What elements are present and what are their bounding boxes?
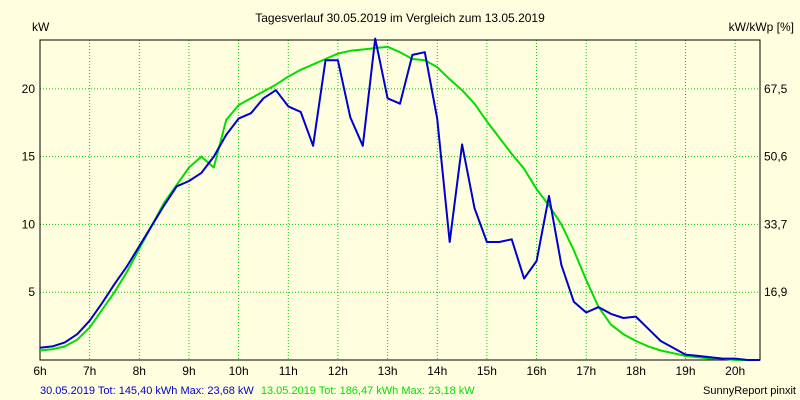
y-tick-label-left: 5 <box>28 285 35 299</box>
x-tick-label: 10h <box>229 364 249 378</box>
x-tick-label: 8h <box>133 364 146 378</box>
x-tick-label: 9h <box>182 364 195 378</box>
legend-series-2-text: 13.05.2019 Tot: 186,47 kWh Max: 23,18 kW <box>261 385 475 397</box>
x-tick-label: 20h <box>725 364 745 378</box>
y-tick-label-right: 33,7 <box>764 217 788 231</box>
x-tick-label: 17h <box>576 364 596 378</box>
y-tick-label-right: 50,6 <box>764 150 788 164</box>
series-lines <box>39 37 760 361</box>
x-tick-label: 11h <box>279 364 298 378</box>
x-tick-label: 18h <box>626 364 646 378</box>
credit-text: SunnyReport pinxit <box>703 385 796 397</box>
grid-lines <box>40 40 760 360</box>
x-tick-label: 13h <box>378 364 398 378</box>
legend-series-1-text: 30.05.2019 Tot: 145,40 kWh Max: 23,68 kW <box>40 385 254 397</box>
legend-series-1: 30.05.2019 Tot: 145,40 kWh Max: 23,68 kW… <box>40 385 475 397</box>
plot-area-frame <box>39 39 761 361</box>
x-tick-label: 12h <box>328 364 348 378</box>
left-axis-unit: kW <box>32 20 50 34</box>
x-tick-label: 15h <box>477 364 497 378</box>
x-tick-label: 7h <box>83 364 96 378</box>
x-tick-label: 19h <box>676 364 696 378</box>
y-tick-label-left: 15 <box>22 150 36 164</box>
x-tick-label: 6h <box>33 364 46 378</box>
y-tick-label-left: 20 <box>22 82 36 96</box>
x-tick-label: 16h <box>527 364 547 378</box>
chart-title: Tagesverlauf 30.05.2019 im Vergleich zum… <box>255 11 545 25</box>
y-tick-label-right: 16,9 <box>764 285 788 299</box>
x-tick-label: 14h <box>427 364 447 378</box>
axis-labels: 6h 7h 8h 9h 10h 11h 12h 13h 14h 15h 16h 17h 18h 19h 20… <box>22 82 788 378</box>
right-axis-unit: kW/kWp [%] <box>729 20 794 34</box>
series-line-2019-05-30 <box>39 37 760 361</box>
y-tick-label-right: 67,5 <box>764 82 788 96</box>
y-tick-label-left: 10 <box>22 217 36 231</box>
